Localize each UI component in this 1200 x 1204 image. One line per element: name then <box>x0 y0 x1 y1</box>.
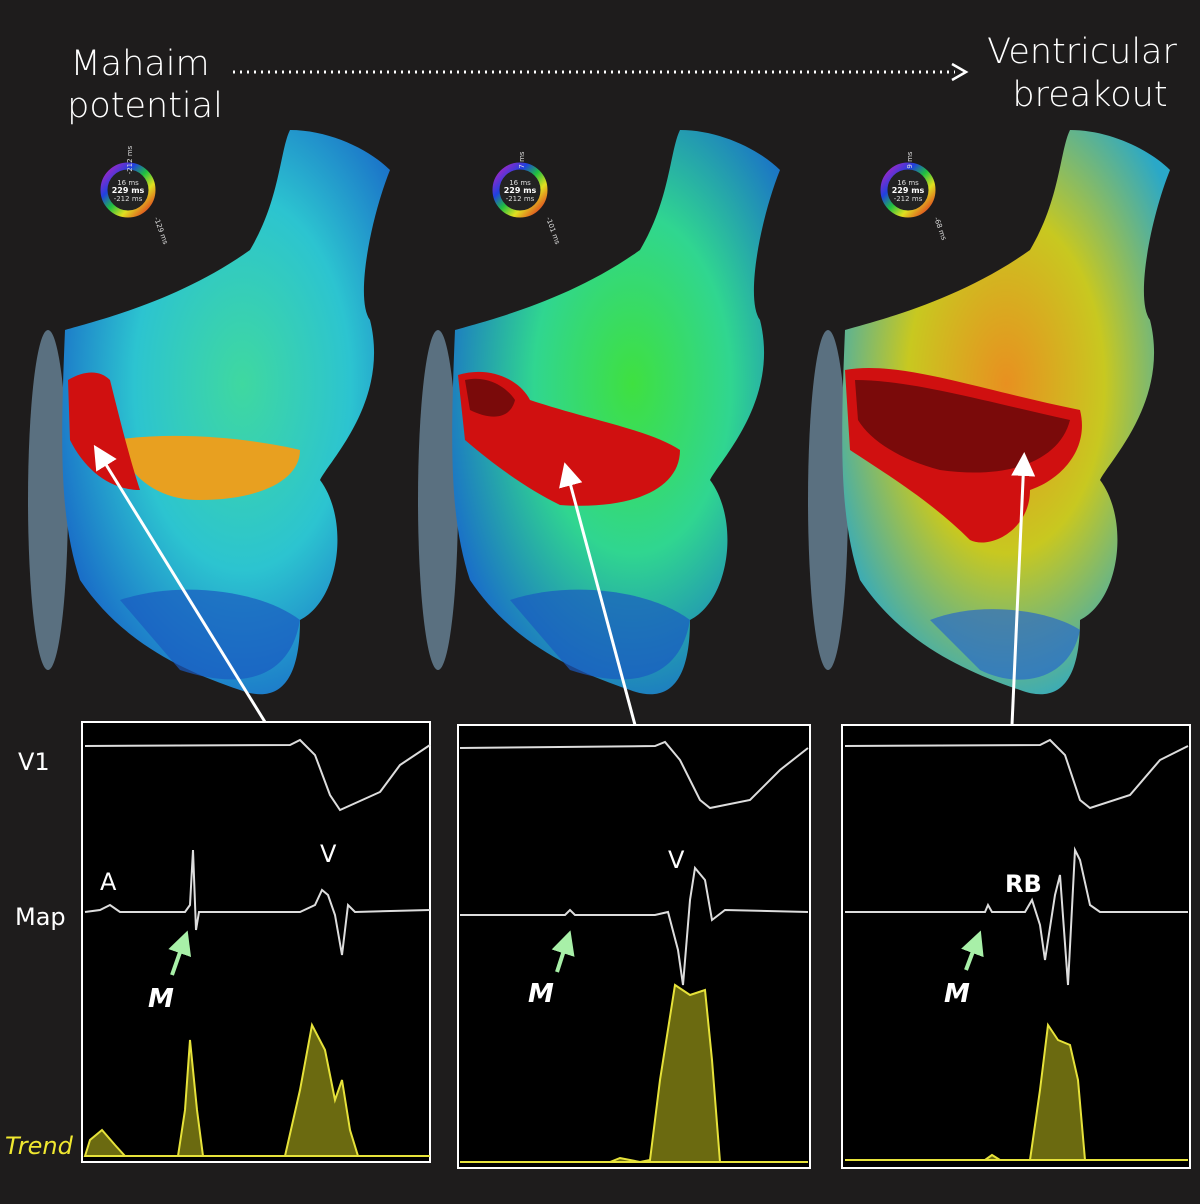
activation-map <box>28 130 390 695</box>
row-label: V1 <box>18 748 50 776</box>
marker-label: M <box>148 984 174 1014</box>
right-label: Ventricular <box>987 32 1177 72</box>
map-edge <box>808 330 848 670</box>
wheel-label: -101 ms <box>544 216 561 246</box>
map-region <box>510 589 690 680</box>
marker-arrow <box>168 930 192 976</box>
map-region <box>68 372 140 490</box>
wheel-label: 229 ms <box>504 186 537 195</box>
trend-trace <box>83 1021 430 1157</box>
wheel-label: 229 ms <box>112 186 145 195</box>
v1-trace <box>459 740 809 810</box>
marker-arrow <box>961 930 984 971</box>
map-region <box>465 378 515 417</box>
marker-label: M <box>944 979 970 1009</box>
annotation: V <box>668 846 685 874</box>
wheel-label: 229 ms <box>892 186 925 195</box>
map-trace <box>84 849 431 956</box>
connector-arrow <box>93 444 267 723</box>
map-region <box>115 435 300 500</box>
map-region <box>458 371 680 506</box>
wheel-label: -68 ms <box>932 216 948 242</box>
wheel-label: -129 ms <box>152 216 169 246</box>
marker-arrow <box>551 930 575 973</box>
signal-panel <box>841 724 1191 1169</box>
map-trace <box>845 846 1188 986</box>
map-region <box>930 609 1080 680</box>
left-label: Mahaim <box>70 44 209 84</box>
row-label: Map <box>15 903 66 931</box>
row-label: Trend <box>5 1132 74 1160</box>
wheel-label: 16 ms <box>117 179 139 187</box>
signal-panel <box>81 721 431 1163</box>
map-trace <box>460 865 809 986</box>
wheel-label: 16 ms <box>897 179 919 187</box>
connector-arrow <box>559 462 637 726</box>
wheel-label: 7 ms <box>518 151 526 168</box>
wheel-label: -212 ms <box>506 195 535 203</box>
wheel-label: -212 ms <box>126 145 134 174</box>
right-label: breakout <box>1012 75 1167 115</box>
wheel-label: 16 ms <box>509 179 531 187</box>
map-edge <box>28 330 68 670</box>
map-region <box>855 380 1070 473</box>
v1-trace <box>844 738 1189 810</box>
wheel-label: -212 ms <box>894 195 923 203</box>
v1-trace <box>84 738 431 812</box>
marker-label: M <box>528 979 554 1009</box>
trend-trace <box>460 983 808 1164</box>
wheel-label: -212 ms <box>114 195 143 203</box>
trend-trace <box>845 1022 1188 1161</box>
connector-arrow <box>1010 452 1036 726</box>
map-edge <box>418 330 458 670</box>
annotation: RB <box>1005 870 1042 898</box>
annotation: A <box>100 868 117 896</box>
annotation: V <box>320 840 337 868</box>
wheel-label: 9 ms <box>906 151 914 168</box>
activation-map <box>418 130 780 695</box>
arrow-head <box>951 62 969 82</box>
left-label: potential <box>67 86 223 126</box>
activation-map <box>808 130 1170 695</box>
